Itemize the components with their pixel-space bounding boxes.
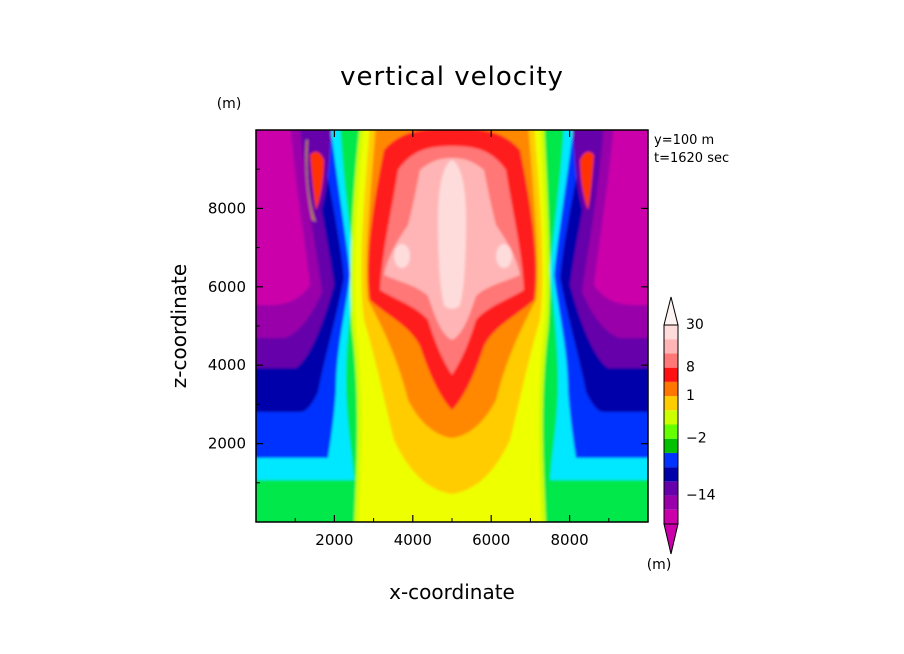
colorbar-swatch [664,509,678,524]
contour-blob-right [496,244,512,268]
colorbar-swatch [664,495,678,510]
colorbar-label: 30 [686,317,704,333]
colorbar-swatch [664,452,678,468]
y-axis-label: z-coordinate [167,264,191,388]
y-tick-label: 8000 [208,199,246,217]
x-axis-ticks: 2000 4000 6000 8000 [294,130,610,549]
colorbar-swatch [664,325,678,340]
colorbar-swatch [664,481,678,496]
colorbar-swatch [664,367,678,382]
colorbar-label: 1 [686,388,695,404]
contour-plume-left-ring [305,140,316,222]
colorbar-min-arrow [663,523,679,555]
colorbar-unit: (m) [647,557,672,573]
colorbar: 30 8 1 −2 −14 [663,296,716,555]
colorbar-label: −2 [686,431,707,447]
chart-title: vertical velocity [340,62,564,92]
contour-plume-right-core [580,151,594,210]
colorbar-swatch [664,339,678,354]
colorbar-swatch [664,438,678,453]
y-axis-ticks: 2000 4000 6000 8000 [208,168,648,484]
colorbar-swatch [664,467,678,482]
x-tick-label: 2000 [315,531,353,549]
x-tick-label: 6000 [472,531,510,549]
y-tick-label: 4000 [208,356,246,374]
colorbar-swatch [664,424,678,439]
y-tick-label: 2000 [208,435,246,453]
colorbar-label: −14 [686,488,716,504]
colorbar-max-arrow [663,296,679,326]
contour-band-palepink [438,160,466,309]
contour-band-magenta-right [594,130,648,305]
colorbar-label: 8 [686,360,695,376]
contour-plume-left-core [310,151,324,210]
contour-band-magenta-left [256,130,310,305]
info-text: y=100 m t=1620 sec [654,133,729,166]
x-axis-label: x-coordinate [389,580,515,604]
y-tick-label: 6000 [208,278,246,296]
x-tick-label: 8000 [551,531,589,549]
y-axis-unit: (m) [217,96,242,112]
x-tick-label: 4000 [394,531,432,549]
contour-field [256,130,648,522]
colorbar-swatch [664,410,678,425]
colorbar-frame [663,324,679,525]
info-line-2: t=1620 sec [654,151,729,166]
colorbar-swatch [664,353,678,368]
info-line-1: y=100 m [654,133,714,148]
contour-blob-left [394,244,410,268]
colorbar-swatch [664,396,678,411]
colorbar-swatch [664,381,678,397]
